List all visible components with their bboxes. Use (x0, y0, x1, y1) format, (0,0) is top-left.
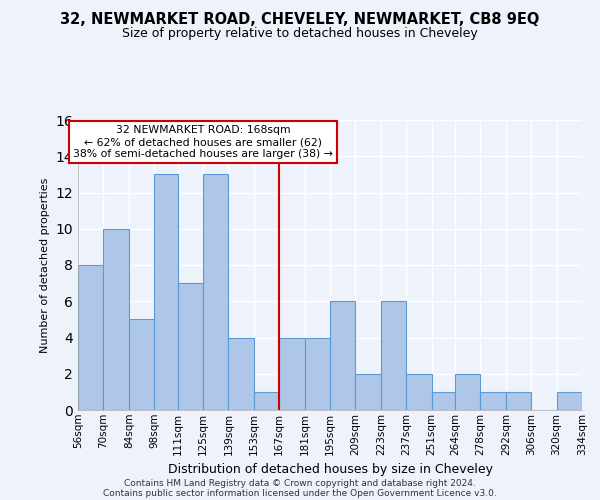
Bar (330, 301, 355, 410)
Text: 32, NEWMARKET ROAD, CHEVELEY, NEWMARKET, CB8 9EQ: 32, NEWMARKET ROAD, CHEVELEY, NEWMARKET,… (61, 12, 539, 28)
Bar (129, 320, 154, 410)
Bar (481, 392, 506, 410)
Text: Contains public sector information licensed under the Open Government Licence v3: Contains public sector information licen… (103, 488, 497, 498)
Bar (229, 338, 254, 410)
Bar (203, 174, 229, 410)
Bar (254, 392, 279, 410)
Text: Contains HM Land Registry data © Crown copyright and database right 2024.: Contains HM Land Registry data © Crown c… (124, 478, 476, 488)
Y-axis label: Number of detached properties: Number of detached properties (40, 178, 50, 352)
Bar (406, 374, 431, 410)
Bar (506, 392, 531, 410)
Bar (355, 374, 381, 410)
Bar (78, 265, 103, 410)
Bar (279, 338, 305, 410)
Bar (154, 174, 178, 410)
Bar (178, 283, 203, 410)
Bar (305, 338, 330, 410)
Bar (455, 374, 481, 410)
Text: Size of property relative to detached houses in Cheveley: Size of property relative to detached ho… (122, 28, 478, 40)
Bar (381, 301, 406, 410)
Bar (103, 229, 129, 410)
Text: 32 NEWMARKET ROAD: 168sqm
← 62% of detached houses are smaller (62)
38% of semi-: 32 NEWMARKET ROAD: 168sqm ← 62% of detac… (73, 126, 333, 158)
X-axis label: Distribution of detached houses by size in Cheveley: Distribution of detached houses by size … (167, 463, 493, 476)
Bar (557, 392, 582, 410)
Bar (431, 392, 455, 410)
